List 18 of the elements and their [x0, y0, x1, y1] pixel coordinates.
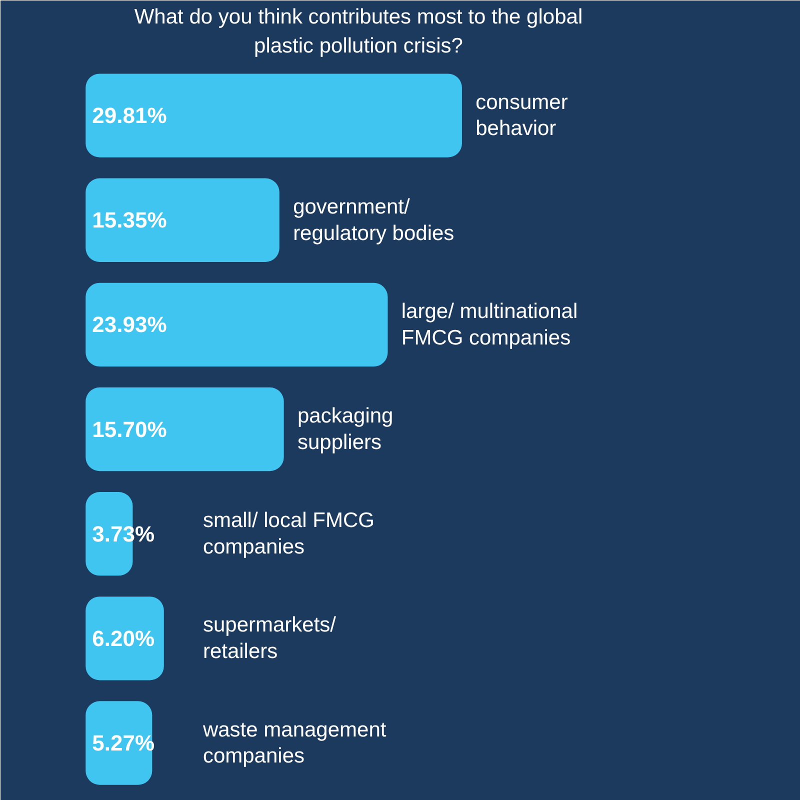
data-label: 6.20%: [92, 626, 155, 651]
data-label: 29.81%: [92, 103, 167, 128]
data-label: 23.93%: [92, 312, 167, 338]
bar: [86, 178, 280, 262]
y-tick-label: packaging suppliers: [297, 404, 394, 454]
bar: [86, 74, 462, 158]
data-label: 15.70%: [92, 416, 167, 442]
y-tick-label: consumer behavior: [476, 90, 568, 140]
y-tick-label: waste management companies: [202, 718, 386, 768]
data-label: 15.35%: [92, 208, 167, 233]
bar: [86, 282, 388, 367]
chart-title: What do you think contributes most to the global plastic pollution crisis?: [134, 6, 583, 58]
y-tick-label: small/ local FMCG companies: [202, 509, 374, 559]
bar: [86, 387, 284, 472]
y-tick-label: government/ regulatory bodies: [293, 195, 454, 245]
y-tick-label: large/ multinational FMCG companies: [401, 300, 578, 350]
bar: [86, 596, 164, 680]
y-tick-label: supermarkets/ retailers: [202, 614, 336, 664]
